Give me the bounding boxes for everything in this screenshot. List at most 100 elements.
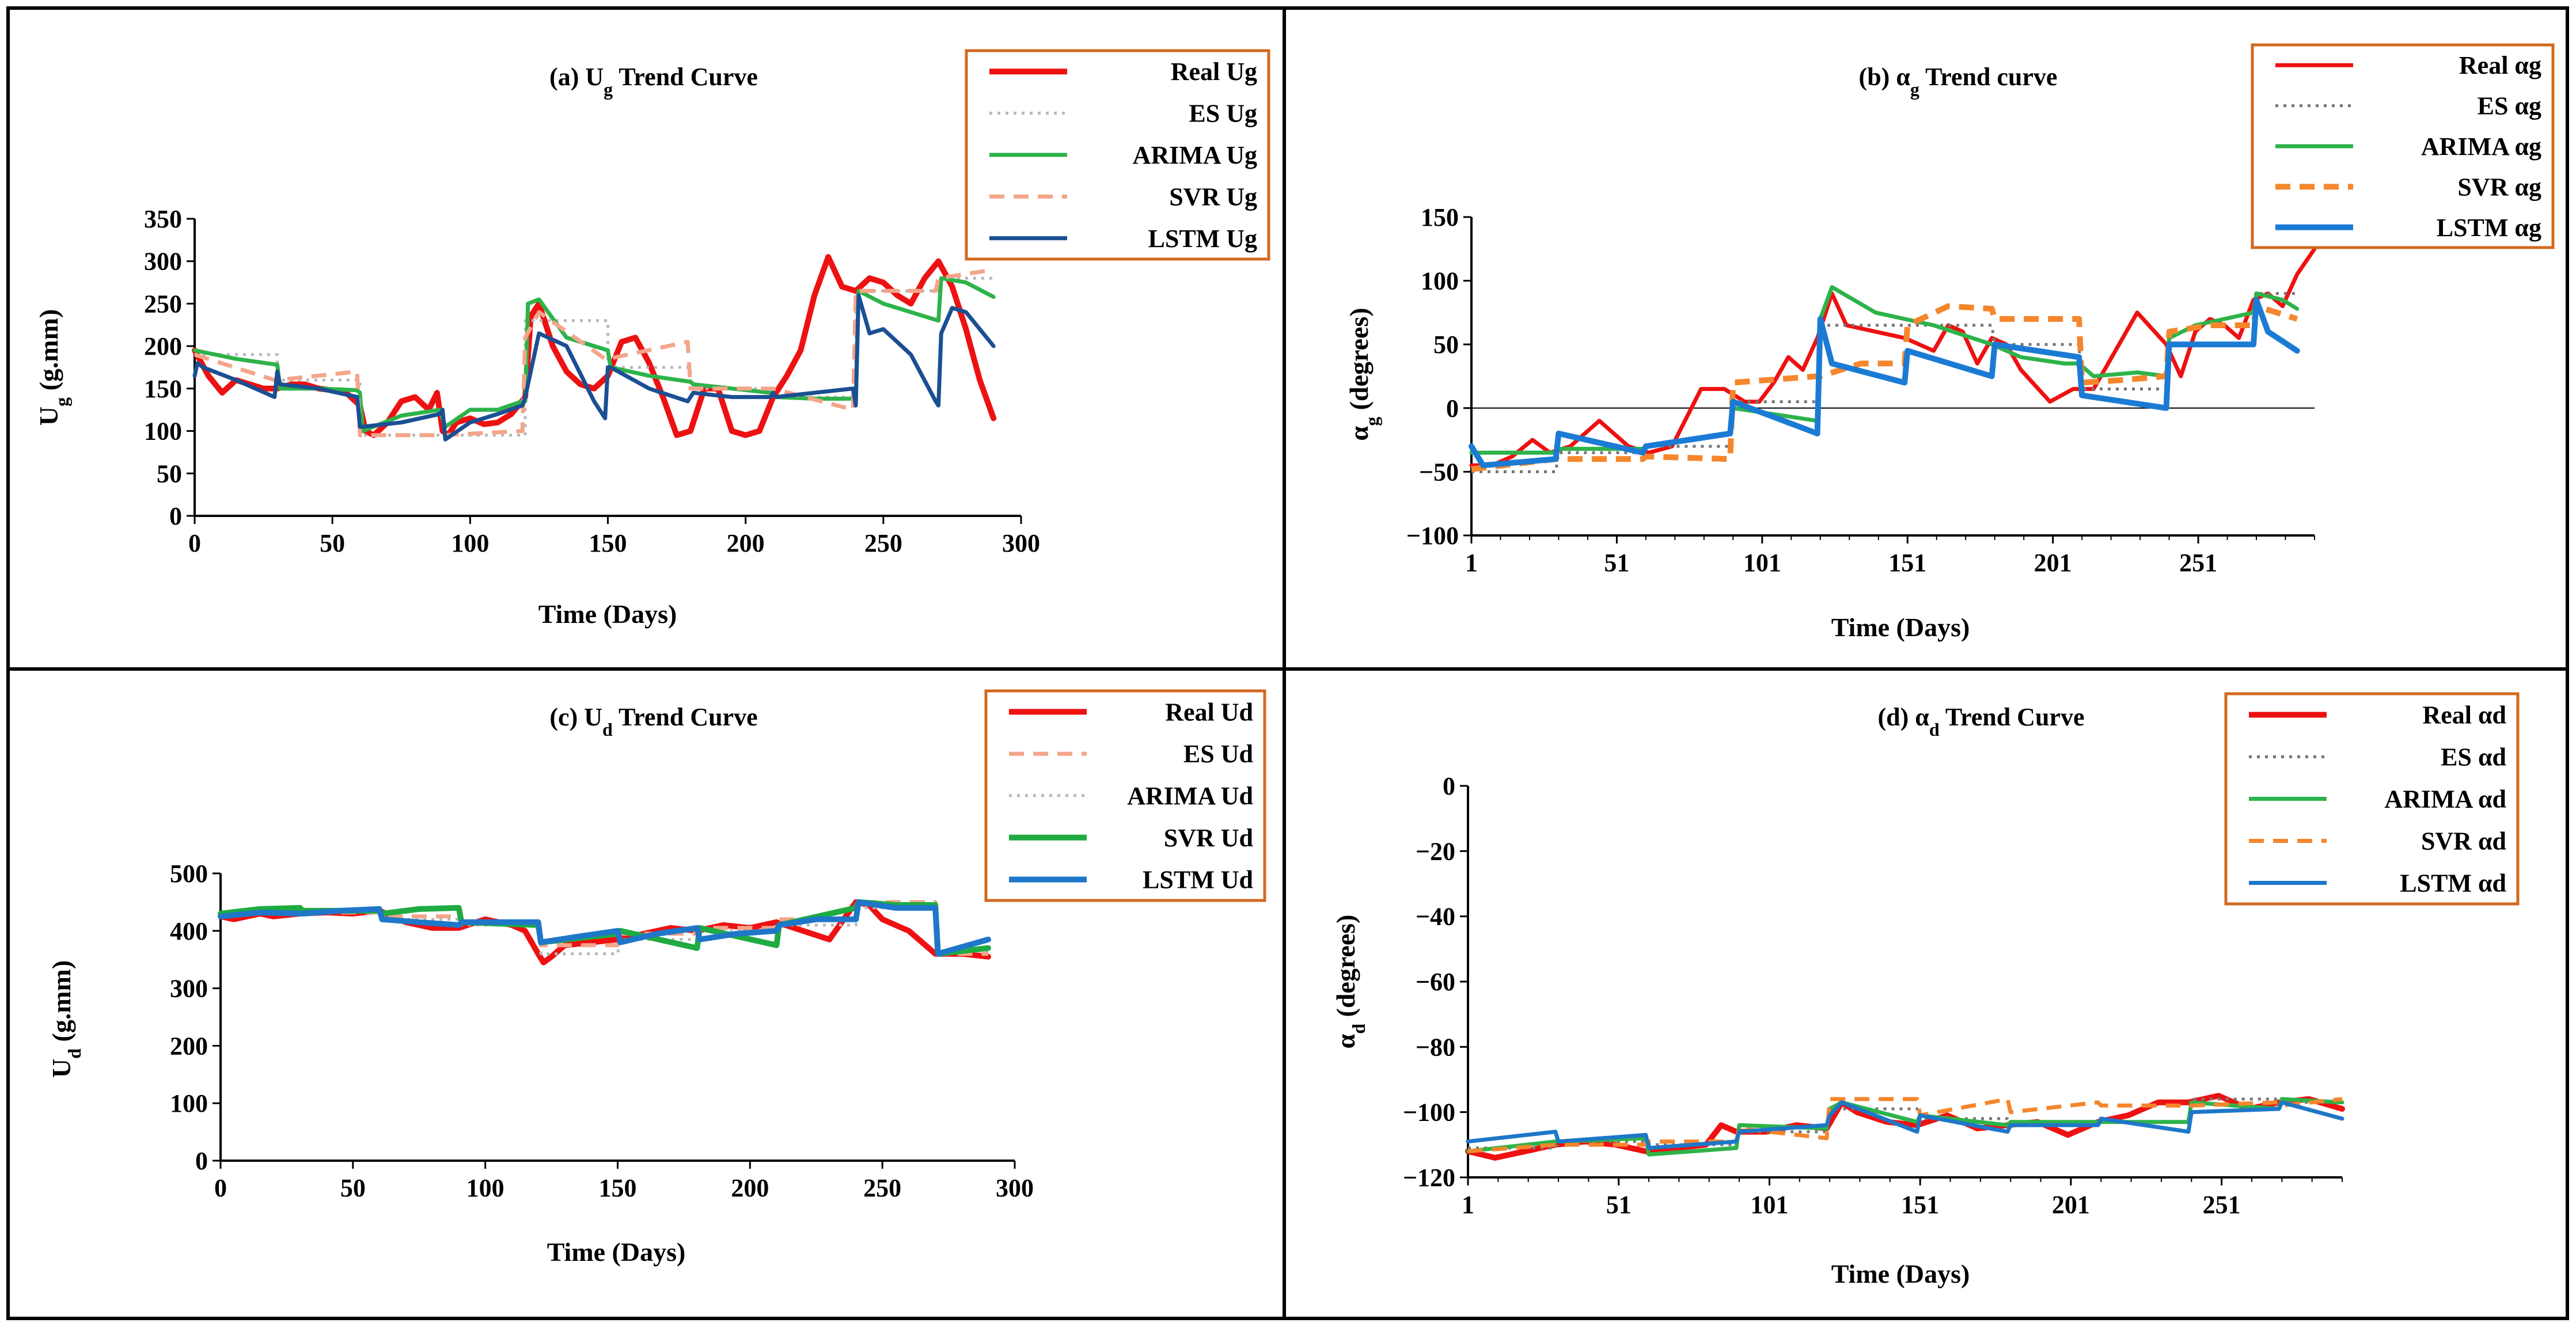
series-line-lstm-ud — [218, 899, 991, 957]
x-tick-label: 151 — [1901, 1191, 1939, 1219]
x-tick-label: 200 — [731, 1174, 769, 1202]
legend-label: LSTM Ud — [1143, 866, 1253, 894]
legend-label: ES αg — [2478, 92, 2541, 120]
y-axis-label-tail: (g.mm) — [47, 960, 76, 1048]
x-tick-label: 101 — [1743, 549, 1781, 577]
x-axis-label: Time (Days) — [538, 599, 677, 629]
x-axis-label: Time (Days) — [547, 1237, 686, 1267]
x-tick-label: 300 — [996, 1174, 1034, 1202]
y-tick-label: −100 — [1403, 1098, 1455, 1127]
x-tick-label: 150 — [589, 529, 627, 557]
series-line-svr-ug — [194, 268, 994, 438]
legend-label: SVR Ug — [1169, 183, 1257, 211]
y-tick-label: 200 — [144, 332, 182, 360]
y-tick-label: 350 — [144, 205, 182, 233]
chart-title: (d) αd Trend Curve — [1878, 703, 2085, 740]
y-tick-label: −20 — [1416, 837, 1455, 865]
legend-label: ARIMA Ud — [1127, 782, 1253, 810]
y-tick-label: −50 — [1419, 458, 1459, 486]
y-axis-label-tail: (g.mm) — [34, 309, 63, 397]
y-tick-label: 0 — [169, 502, 182, 530]
chart-title-main: (a) U — [549, 63, 604, 91]
series-line-svr-g — [1471, 303, 2298, 472]
legend-label: Real αd — [2422, 701, 2506, 729]
y-tick-label: 100 — [144, 417, 182, 446]
chart-title-sub: d — [1929, 719, 1940, 740]
legend-label: ES Ud — [1183, 740, 1253, 768]
legend-label: LSTM Ug — [1148, 225, 1257, 253]
x-tick-label: 150 — [599, 1174, 637, 1202]
y-axis-label-sub: d — [64, 1048, 85, 1059]
y-axis-label-main: α — [1344, 426, 1374, 441]
y-axis-label-tail: (degrees) — [1344, 307, 1374, 416]
x-tick-label: 101 — [1750, 1191, 1788, 1219]
legend-label: ARIMA αd — [2384, 785, 2506, 814]
legend-box — [984, 689, 1266, 902]
chart-title: (c) Ud Trend Curve — [549, 703, 757, 740]
y-tick-label: 250 — [144, 290, 182, 318]
y-tick-label: 100 — [170, 1089, 208, 1117]
legend-label: SVR αg — [2457, 173, 2541, 201]
legend-label: SVR Ud — [1164, 824, 1253, 852]
y-axis-label: Ug (g.mm) — [34, 309, 72, 426]
y-axis-label-main: U — [34, 406, 63, 425]
y-axis-label-tail: (degrees) — [1331, 915, 1360, 1024]
x-tick-label: 201 — [2034, 549, 2072, 577]
x-tick-label: 1 — [1465, 549, 1478, 577]
y-tick-label: 0 — [195, 1147, 208, 1175]
chart-title-main: (b) α — [1859, 63, 1911, 91]
y-tick-label: −40 — [1416, 903, 1455, 931]
x-tick-label: 300 — [1002, 529, 1040, 557]
y-axis-label-sub: g — [51, 397, 72, 406]
y-tick-label: 400 — [170, 917, 208, 945]
x-axis-label: Time (Days) — [1831, 1259, 1970, 1288]
chart-title: (b) αg Trend curve — [1859, 63, 2058, 100]
legend-label: ES αd — [2441, 743, 2506, 771]
y-tick-label: −80 — [1416, 1033, 1455, 1061]
x-tick-label: 51 — [1604, 549, 1629, 577]
y-axis-label-main: α — [1331, 1033, 1360, 1048]
y-tick-label: 50 — [1433, 330, 1459, 359]
y-tick-label: 200 — [170, 1032, 208, 1060]
x-tick-label: 1 — [1462, 1191, 1474, 1219]
chart-title-sub: d — [602, 719, 613, 740]
y-tick-label: −120 — [1403, 1164, 1455, 1192]
x-tick-label: 251 — [2179, 549, 2217, 577]
y-axis-label-sub: d — [1348, 1024, 1369, 1034]
x-tick-label: 50 — [340, 1174, 366, 1202]
y-tick-label: −100 — [1406, 522, 1459, 550]
chart-title-main: (d) α — [1878, 703, 1930, 731]
y-axis-label: Ud (g.mm) — [47, 960, 85, 1078]
y-tick-label: 150 — [144, 375, 182, 403]
x-tick-label: 100 — [466, 1174, 504, 1202]
legend-label: Real Ud — [1165, 698, 1253, 726]
chart-title-sub: g — [1910, 79, 1919, 100]
x-tick-label: 250 — [864, 529, 902, 557]
x-tick-label: 251 — [2203, 1191, 2241, 1219]
x-tick-label: 201 — [2052, 1191, 2090, 1219]
figure-border — [6, 6, 2569, 1320]
y-tick-label: 300 — [170, 975, 208, 1003]
x-tick-label: 0 — [214, 1174, 227, 1202]
x-axis-label: Time (Days) — [1831, 613, 1970, 642]
y-tick-label: 50 — [157, 459, 182, 488]
y-axis-label-main: U — [47, 1059, 76, 1078]
y-axis-label: αg (degrees) — [1344, 307, 1382, 440]
series-line-lstm-ug — [192, 293, 996, 442]
legend-label: LSTM αd — [2400, 869, 2506, 898]
x-tick-label: 51 — [1606, 1191, 1632, 1219]
chart-title-tail: Trend curve — [1919, 63, 2058, 91]
series-line-lstm-g — [1469, 297, 2300, 469]
chart-panel-a: 0 50 100 150 200 250 300 350 0 50 100 150 200 250 300 (… — [34, 49, 1270, 629]
legend-label: Real αg — [2459, 51, 2541, 79]
chart-title-tail: Trend Curve — [1940, 703, 2085, 731]
x-tick-label: 0 — [188, 529, 201, 557]
x-tick-label: 50 — [320, 529, 345, 557]
series-line-lstm-d — [1466, 1100, 2344, 1150]
legend-label: ARIMA Ug — [1133, 141, 1257, 169]
y-axis-label: αd (degrees) — [1331, 915, 1369, 1049]
legend-label: Real Ug — [1171, 58, 1257, 86]
